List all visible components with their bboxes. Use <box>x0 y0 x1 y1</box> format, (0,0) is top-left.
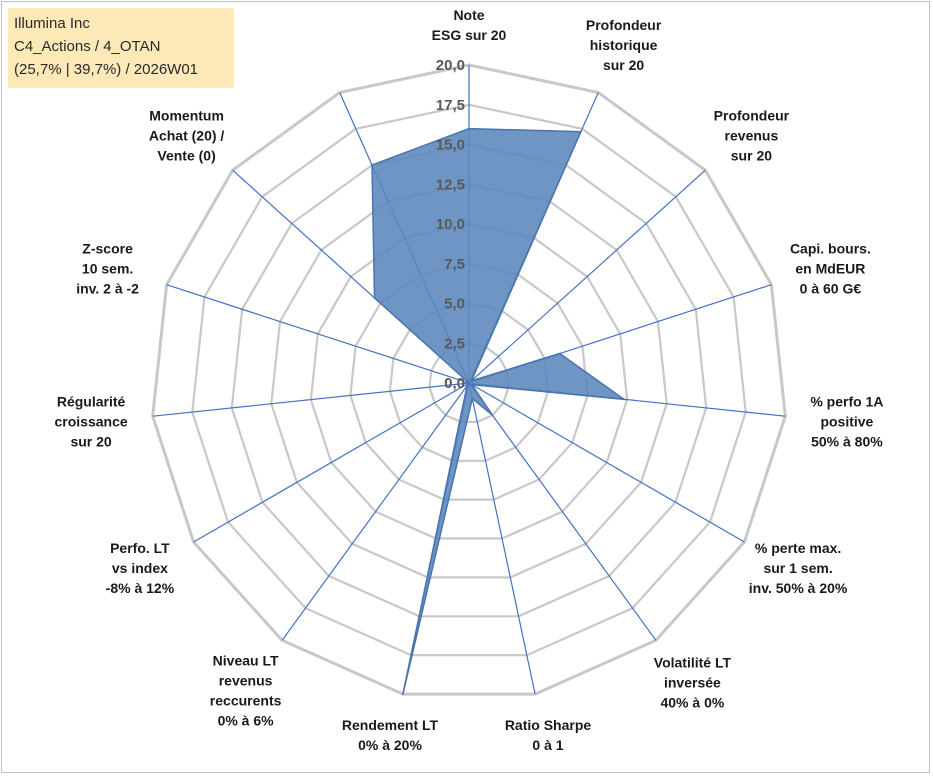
axis-label-line: en MdEUR <box>795 261 865 277</box>
axis-label-3: Profondeur revenus sur 20 <box>714 107 790 163</box>
axis-label-line: historique <box>590 37 658 53</box>
data-point-15 <box>371 164 373 166</box>
data-point-7 <box>492 414 494 416</box>
axis-label-line: inv. 2 à -2 <box>76 281 139 297</box>
axis-label-line: Ratio Sharpe <box>505 717 592 733</box>
tick-label: 5,0 <box>444 296 465 313</box>
tick-label: 15,0 <box>436 137 465 154</box>
data-point-14 <box>374 297 376 299</box>
axis-label-line: sur 20 <box>603 57 644 73</box>
axis-label-1: Note ESG sur 20 <box>432 7 507 43</box>
axis-label-line: sur 1 sem. <box>763 560 832 576</box>
axis-label-line: revenus <box>725 127 779 143</box>
radar-chart: 0,0 2,5 5,0 7,5 10,0 12,5 15,0 17,5 20,0 Note ESG… <box>0 0 933 776</box>
data-point-2 <box>580 131 582 133</box>
axis-label-line: Capi. bours. <box>790 241 871 257</box>
data-point-13 <box>468 382 470 384</box>
axis-label-9: Rendement LT 0% à 20% <box>342 717 439 753</box>
axis-label-line: Rendement LT <box>342 717 439 733</box>
tick-label: 12,5 <box>436 176 465 193</box>
axis-label-14: Momentum Achat (20) / Vente (0) <box>149 107 225 163</box>
axis-label-line: sur 20 <box>731 147 772 163</box>
info-box: Illumina Inc C4_Actions / 4_OTAN (25,7% … <box>8 8 234 88</box>
tick-label: 20,0 <box>436 57 465 74</box>
axis-label-line: % perfo 1A <box>810 394 883 410</box>
axis-label-11: Perfo. LT vs index -8% à 12% <box>106 540 175 596</box>
axis-label-line: 0 à 60 G€ <box>800 281 862 297</box>
data-point-9 <box>402 693 404 695</box>
axis-label-line: inv. 50% à 20% <box>749 580 848 596</box>
axis-label-line: Profondeur <box>714 107 790 123</box>
axis-label-line: inversée <box>664 674 721 690</box>
data-point-3 <box>471 380 473 382</box>
axis-label-line: % perte max. <box>755 540 841 556</box>
portfolio-category: C4_Actions / 4_OTAN <box>14 35 228 58</box>
axis-spoke-7 <box>469 383 656 640</box>
tick-label: 7,5 <box>444 256 465 273</box>
tick-label: 2,5 <box>444 335 465 352</box>
axis-label-line: Vente (0) <box>157 147 215 163</box>
tick-label: 17,5 <box>436 97 465 114</box>
axis-label-line: croissance <box>55 414 128 430</box>
axis-label-line: positive <box>820 414 873 430</box>
axis-label-line: 0 à 1 <box>532 737 563 753</box>
axis-label-line: 40% à 0% <box>660 694 724 710</box>
axis-label-line: Perfo. LT <box>110 540 170 556</box>
axis-label-line: vs index <box>112 560 168 576</box>
axis-label-12: Régularité croissance sur 20 <box>55 394 128 450</box>
data-point-1 <box>468 128 470 130</box>
axis-spoke-11 <box>194 383 469 542</box>
axis-label-8: Ratio Sharpe 0 à 1 <box>505 717 592 753</box>
data-point-8 <box>472 398 474 400</box>
axis-label-line: Z-score <box>82 241 133 257</box>
axis-label-line: Profondeur <box>586 17 662 33</box>
axis-label-line: -8% à 12% <box>106 580 175 596</box>
axis-label-13: Z-score 10 sem. inv. 2 à -2 <box>76 241 139 297</box>
axis-spoke-12 <box>153 383 469 416</box>
data-point-10 <box>466 385 468 387</box>
axis-label-line: Régularité <box>57 394 126 410</box>
axis-label-line: reccurents <box>210 692 282 708</box>
data-point-5 <box>623 399 625 401</box>
series-area <box>372 129 624 695</box>
axis-spoke-6 <box>469 383 744 542</box>
axis-label-2: Profondeur historique sur 20 <box>586 17 662 73</box>
axis-label-line: 50% à 80% <box>811 434 883 450</box>
axis-label-5: % perfo 1A positive 50% à 80% <box>810 394 883 450</box>
axis-label-line: Note <box>453 7 484 23</box>
company-name: Illumina Inc <box>14 12 228 35</box>
axis-label-line: Niveau LT <box>213 652 279 668</box>
tick-label: 0,0 <box>444 375 465 392</box>
data-point-4 <box>559 353 561 355</box>
axis-label-line: 0% à 20% <box>358 737 422 753</box>
data-point-6 <box>471 384 473 386</box>
radar-chart-container: 0,0 2,5 5,0 7,5 10,0 12,5 15,0 17,5 20,0 Note ESG… <box>0 0 933 776</box>
axis-label-line: sur 20 <box>70 434 111 450</box>
axis-label-line: Achat (20) / <box>149 127 225 143</box>
tick-label: 10,0 <box>436 216 465 233</box>
axis-label-line: ESG sur 20 <box>432 27 507 43</box>
axis-label-7: Volatilité LT inversée 40% à 0% <box>654 654 732 710</box>
axis-label-line: 0% à 6% <box>218 712 275 728</box>
axis-label-line: revenus <box>219 672 273 688</box>
axis-label-10: Niveau LT revenus reccurents 0% à 6% <box>210 652 282 728</box>
axis-label-line: Momentum <box>149 107 224 123</box>
axis-label-line: 10 sem. <box>82 261 133 277</box>
axis-label-6: % perte max. sur 1 sem. inv. 50% à 20% <box>749 540 848 596</box>
score-period: (25,7% | 39,7%) / 2026W01 <box>14 58 228 81</box>
axis-label-line: Volatilité LT <box>654 654 732 670</box>
axis-label-4: Capi. bours. en MdEUR 0 à 60 G€ <box>790 241 871 297</box>
